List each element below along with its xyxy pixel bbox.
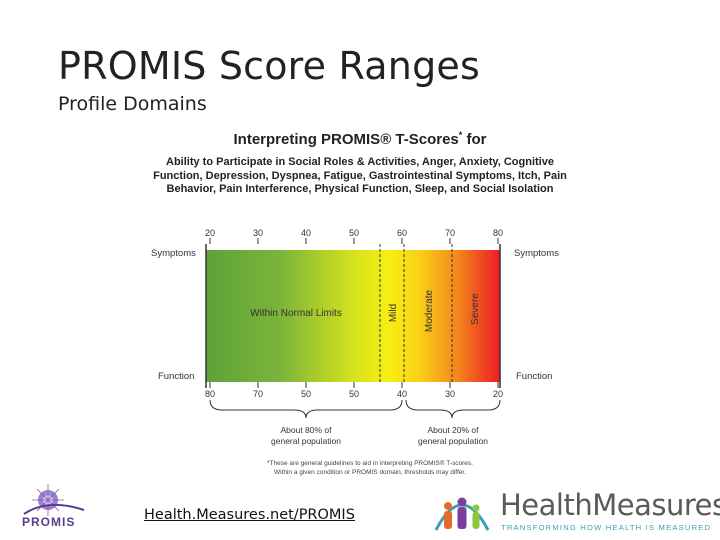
symptoms-label-left: Symptoms: [151, 248, 196, 259]
function-label-left: Function: [158, 371, 194, 382]
top-tick-label: 20: [205, 228, 215, 238]
slide-title: PROMIS Score Ranges: [58, 44, 480, 88]
brace-right-line2: general population: [418, 436, 488, 446]
top-tick-label: 40: [301, 228, 311, 238]
zone-mild-label: Mild: [388, 304, 399, 322]
brace-left: [209, 399, 403, 419]
healthmeasures-brand-name: HealthMeasures: [500, 488, 720, 522]
zone-normal-label: Within Normal Limits: [250, 308, 342, 319]
top-tick-label: 80: [493, 228, 503, 238]
promis-logo-text: PROMIS: [22, 515, 76, 529]
healthmeasures-logo-icon: [434, 497, 490, 531]
brace-right-line1: About 20% of: [427, 425, 479, 435]
chart-heading: Interpreting PROMIS® T-Scores* for Abili…: [150, 130, 570, 197]
healthmeasures-link[interactable]: Health.Measures.net/PROMIS: [144, 507, 355, 523]
footnote-line1: *These are general guidelines to aid in …: [267, 460, 473, 467]
zone-severe-label: Severe: [470, 293, 481, 325]
chart-heading-title: Interpreting PROMIS® T-Scores* for: [150, 130, 570, 148]
bottom-tick-label: 40: [397, 389, 407, 399]
brace-left-line1: About 80% of: [280, 425, 332, 435]
slide-subtitle: Profile Domains: [58, 93, 207, 115]
top-tick-labels: 20 30 40 50 60 70 80: [205, 228, 503, 238]
promis-logo-icon: [23, 484, 85, 516]
symptoms-label-right: Symptoms: [514, 248, 559, 259]
top-ticks: [209, 238, 499, 244]
bottom-tick-label: 50: [349, 389, 359, 399]
bottom-tick-label: 30: [445, 389, 455, 399]
chart-heading-domains: Ability to Participate in Social Roles &…: [153, 156, 567, 195]
healthmeasures-tagline: TRANSFORMING HOW HEALTH IS MEASURED: [501, 523, 712, 532]
top-tick-label: 30: [253, 228, 263, 238]
bottom-ticks: [209, 382, 499, 388]
heading-asterisk: *: [458, 130, 463, 140]
brace-left-line2: general population: [271, 436, 341, 446]
bottom-tick-label: 20: [493, 389, 503, 399]
bottom-tick-label: 70: [253, 389, 263, 399]
top-tick-label: 60: [397, 228, 407, 238]
score-gradient-band: [206, 250, 500, 382]
heading-for: for: [462, 131, 487, 148]
bottom-tick-labels: 80 70 50 50 40 30 20: [205, 389, 503, 399]
function-label-right: Function: [516, 371, 552, 382]
zone-moderate-label: Moderate: [424, 289, 435, 332]
chart-footnote: *These are general guidelines to aid in …: [240, 460, 500, 477]
heading-main: Interpreting PROMIS® T-Scores: [233, 131, 459, 148]
bottom-tick-label: 80: [205, 389, 215, 399]
brace-right: [405, 399, 501, 419]
footnote-line2: Within a given condition or PROMIS domai…: [273, 468, 467, 476]
bottom-tick-label: 50: [301, 389, 311, 399]
top-tick-label: 70: [445, 228, 455, 238]
top-tick-label: 50: [349, 228, 359, 238]
